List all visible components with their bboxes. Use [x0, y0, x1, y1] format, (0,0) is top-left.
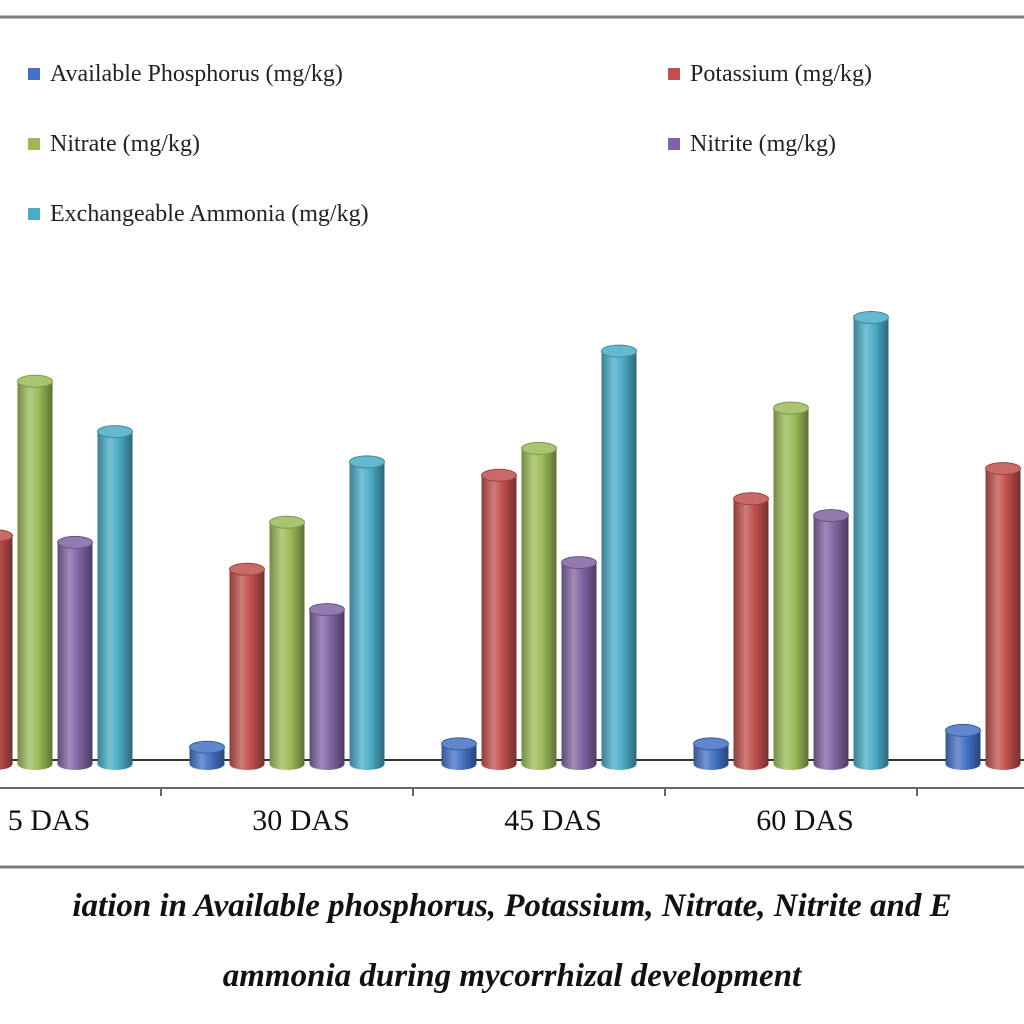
bar-body	[733, 498, 769, 771]
bar-top	[229, 562, 265, 576]
bar-body	[349, 461, 385, 771]
bar	[693, 737, 729, 771]
bar	[309, 603, 345, 771]
bar	[441, 737, 477, 771]
legend-label: Exchangeable Ammonia (mg/kg)	[50, 201, 369, 227]
legend-item: Potassium (mg/kg)	[668, 61, 872, 87]
legend-item: Available Phosphorus (mg/kg)	[28, 61, 343, 87]
bar	[229, 562, 265, 771]
legend-label: Potassium (mg/kg)	[690, 61, 872, 87]
legend-swatch	[28, 208, 40, 220]
legend-swatch	[668, 68, 680, 80]
bar	[97, 425, 133, 771]
bar-top	[601, 344, 637, 358]
legend: Available Phosphorus (mg/kg) Potassium (m…	[28, 61, 872, 227]
bar	[17, 374, 53, 771]
bar	[773, 401, 809, 771]
x-tick-label: 60 DAS	[756, 804, 854, 837]
legend-swatch	[28, 68, 40, 80]
legend-label: Nitrite (mg/kg)	[690, 131, 836, 157]
bar-top	[349, 455, 385, 469]
bar-body	[521, 448, 557, 771]
bar-top	[57, 535, 93, 549]
bar-top	[733, 492, 769, 506]
bar	[349, 455, 385, 771]
bar	[733, 492, 769, 771]
bar-top	[561, 556, 597, 570]
bar-body	[945, 730, 981, 771]
bar-top	[985, 462, 1021, 476]
bar-top	[17, 374, 53, 388]
bar-body	[561, 562, 597, 771]
bar	[269, 515, 305, 771]
bar	[57, 535, 93, 770]
bar	[945, 723, 981, 771]
bar	[853, 311, 889, 771]
bar-body	[853, 317, 889, 771]
bar-body	[0, 535, 13, 770]
bar-body	[693, 743, 729, 771]
x-tick-label: 5 DAS	[8, 804, 91, 837]
legend-item: Nitrate (mg/kg)	[28, 131, 200, 157]
bar-top	[189, 740, 225, 754]
figure-caption-line-2: ammonia during mycorrhizal development	[222, 958, 802, 994]
bar-top	[441, 737, 477, 751]
plot-area	[0, 311, 1024, 771]
bar-top	[853, 311, 889, 324]
bar-top	[945, 723, 981, 737]
bar-body	[441, 743, 477, 771]
bar-top	[693, 737, 729, 751]
figure-caption-line-1: iation in Available phosphorus, Potassiu…	[72, 888, 952, 924]
bar-top	[521, 441, 557, 455]
legend-label: Available Phosphorus (mg/kg)	[50, 61, 343, 87]
bar-body	[601, 351, 637, 771]
bar-body	[17, 381, 53, 771]
legend-item: Nitrite (mg/kg)	[668, 131, 836, 157]
bar-body	[97, 431, 133, 771]
bar-body	[229, 569, 265, 771]
bar	[813, 509, 849, 771]
bar	[189, 740, 225, 771]
bar	[561, 556, 597, 771]
bar-body	[985, 468, 1021, 771]
bar-top	[481, 468, 517, 482]
bar	[521, 441, 557, 771]
bar-top	[269, 515, 305, 529]
legend-swatch	[668, 138, 680, 150]
legend-label: Nitrate (mg/kg)	[50, 131, 200, 157]
bar	[985, 462, 1021, 771]
x-tick-label: 45 DAS	[504, 804, 602, 837]
bar-top	[0, 529, 13, 542]
bar-top	[309, 603, 345, 617]
bar	[601, 344, 637, 771]
bar-body	[773, 408, 809, 771]
bar-body	[813, 515, 849, 771]
bar-body	[57, 542, 93, 770]
bar-body	[309, 609, 345, 771]
x-tick-label: 30 DAS	[252, 804, 350, 837]
bar-top	[773, 401, 809, 415]
legend-swatch	[28, 138, 40, 150]
bar	[0, 529, 13, 770]
bar-body	[269, 522, 305, 771]
bar	[481, 468, 517, 771]
legend-item: Exchangeable Ammonia (mg/kg)	[28, 201, 369, 227]
bar-top	[813, 509, 849, 523]
bar-body	[481, 475, 517, 771]
bar-top	[97, 425, 133, 439]
